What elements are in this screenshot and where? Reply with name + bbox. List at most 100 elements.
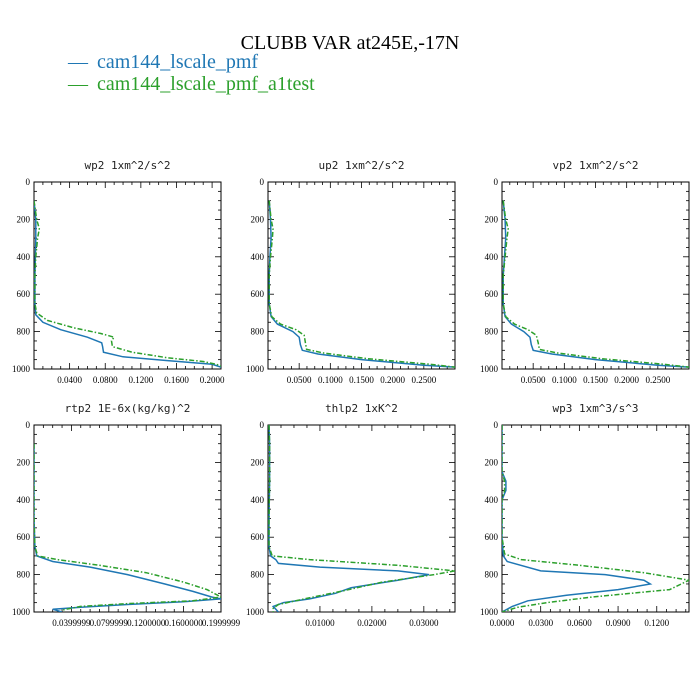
y-tick-label: 1000 <box>12 607 31 617</box>
x-tick-label: 0.1000 <box>552 375 577 385</box>
y-tick-label: 400 <box>485 495 499 505</box>
panel-5-y-axis: 0 200 400 600 800 1000 <box>246 420 455 617</box>
panel-5-series-1-line <box>268 425 430 612</box>
y-tick-label: 0 <box>26 420 31 430</box>
x-tick-label: 0.2500 <box>411 375 436 385</box>
x-tick-label: 0.0900 <box>606 618 631 628</box>
x-tick-label: 0.02000 <box>357 618 387 628</box>
legend-item-1: — cam144_lscale_pmf <box>67 51 258 73</box>
panel-2-y-axis: 0 200 400 600 800 1000 <box>246 177 455 374</box>
y-tick-label: 800 <box>485 570 499 580</box>
x-tick-label: 0.2000 <box>380 375 405 385</box>
x-tick-label: 0.1200 <box>644 618 669 628</box>
panel-2-frame <box>267 181 456 370</box>
y-tick-label: 600 <box>485 289 499 299</box>
y-tick-label: 600 <box>17 532 31 542</box>
x-tick-label: 0.1200000 <box>127 618 166 628</box>
y-tick-label: 1000 <box>480 364 499 374</box>
x-tick-label: 0.0400 <box>57 375 82 385</box>
x-tick-label: 0.1999999 <box>202 618 241 628</box>
panel-5-x-axis: 0.01000 0.02000 0.03000 <box>267 425 451 628</box>
panel-1-x-axis: 0.0400 0.0800 0.1200 0.1600 0.2000 <box>33 182 225 385</box>
panel-6-title: wp3 1xm^3/s^3 <box>552 402 638 415</box>
y-tick-label: 1000 <box>246 364 265 374</box>
y-tick-label: 200 <box>251 214 265 224</box>
x-tick-label: 0.2500 <box>645 375 670 385</box>
y-tick-label: 1000 <box>12 364 31 374</box>
y-tick-label: 200 <box>485 214 499 224</box>
panel-1-y-axis: 0 200 400 600 800 1000 <box>12 177 221 374</box>
legend-label-2: cam144_lscale_pmf_a1test <box>97 73 315 95</box>
y-tick-label: 1000 <box>246 607 265 617</box>
panel-3: vp2 1xm^2/s^2 0 200 400 600 800 1000 0.0500 0.10… <box>480 159 690 385</box>
y-tick-label: 200 <box>485 457 499 467</box>
x-tick-label: 0.0300 <box>528 618 553 628</box>
x-tick-label: 0.1600000 <box>164 618 203 628</box>
x-tick-label: 0.0799999 <box>90 618 129 628</box>
x-tick-label: 0.1000 <box>318 375 343 385</box>
y-tick-label: 800 <box>17 570 31 580</box>
y-tick-label: 200 <box>251 457 265 467</box>
y-tick-label: 400 <box>251 252 265 262</box>
y-tick-label: 600 <box>251 289 265 299</box>
legend-marker-1: — <box>67 51 89 73</box>
x-tick-label: 0.1200 <box>128 375 153 385</box>
x-tick-label: 0.0600 <box>567 618 592 628</box>
x-tick-label: 0.0500 <box>521 375 546 385</box>
panel-5: thlp2 1xK^2 0 200 400 600 800 1000 0.01000 0.020… <box>246 402 456 628</box>
legend-item-2: — cam144_lscale_pmf_a1test <box>67 73 315 95</box>
y-tick-label: 600 <box>485 532 499 542</box>
panel-1-title: wp2 1xm^2/s^2 <box>84 159 170 172</box>
y-tick-label: 1000 <box>480 607 499 617</box>
panel-3-title: vp2 1xm^2/s^2 <box>552 159 638 172</box>
x-tick-label: 0.0000 <box>490 618 515 628</box>
panel-4-x-axis: 0.0399999 0.0799999 0.1200000 0.1600000 0.19… <box>33 425 241 628</box>
panel-1: wp2 1xm^2/s^2 0 200 400 600 800 1000 0.0400 0.08… <box>12 159 225 385</box>
panel-2-series-2-line <box>268 200 455 368</box>
x-tick-label: 0.2000 <box>614 375 639 385</box>
y-tick-label: 800 <box>251 327 265 337</box>
panel-5-series-2-line <box>268 425 455 612</box>
panel-2-x-axis: 0.0500 0.1000 0.1500 0.2000 0.2500 <box>267 182 456 385</box>
y-tick-label: 0 <box>494 177 499 187</box>
panel-4-title: rtp2 1E-6x(kg/kg)^2 <box>65 402 191 415</box>
x-tick-label: 0.2000 <box>200 375 225 385</box>
panel-2: up2 1xm^2/s^2 0 200 400 600 800 1000 0.0500 0.10… <box>246 159 456 385</box>
panel-1-frame <box>33 181 222 370</box>
y-tick-label: 800 <box>251 570 265 580</box>
panel-4-frame <box>33 424 222 613</box>
y-tick-label: 0 <box>260 177 265 187</box>
panel-6-series-2-line <box>502 425 689 612</box>
legend-label-1: cam144_lscale_pmf <box>97 51 258 73</box>
y-tick-label: 200 <box>17 457 31 467</box>
panel-5-frame <box>267 424 456 613</box>
y-tick-label: 400 <box>17 252 31 262</box>
panel-1-series-1-line <box>34 200 221 368</box>
panel-6-frame <box>501 424 690 613</box>
panel-6-series-1-line <box>502 425 653 612</box>
x-tick-label: 0.0500 <box>287 375 312 385</box>
legend-marker-2: — <box>67 73 89 95</box>
y-tick-label: 0 <box>26 177 31 187</box>
panel-3-y-axis: 0 200 400 600 800 1000 <box>480 177 689 374</box>
panel-3-series-1-line <box>502 200 689 368</box>
panel-2-series-1-line <box>268 200 455 368</box>
x-tick-label: 0.1500 <box>349 375 374 385</box>
panel-3-x-axis: 0.0500 0.1000 0.1500 0.2000 0.2500 <box>501 182 690 385</box>
y-tick-label: 800 <box>485 327 499 337</box>
panel-6-y-axis: 0 200 400 600 800 1000 <box>480 420 689 617</box>
x-tick-label: 0.0399999 <box>52 618 91 628</box>
panel-2-title: up2 1xm^2/s^2 <box>318 159 404 172</box>
y-tick-label: 600 <box>251 532 265 542</box>
panel-4-series-1-line <box>34 443 221 612</box>
y-tick-label: 400 <box>485 252 499 262</box>
figure-title: CLUBB VAR at245E,-17N <box>241 32 460 54</box>
y-tick-label: 0 <box>494 420 499 430</box>
y-tick-label: 0 <box>260 420 265 430</box>
y-tick-label: 800 <box>17 327 31 337</box>
x-tick-label: 0.0800 <box>93 375 118 385</box>
panels: wp2 1xm^2/s^2 0 200 400 600 800 1000 0.0400 0.08… <box>12 159 690 628</box>
x-tick-label: 0.1600 <box>164 375 189 385</box>
